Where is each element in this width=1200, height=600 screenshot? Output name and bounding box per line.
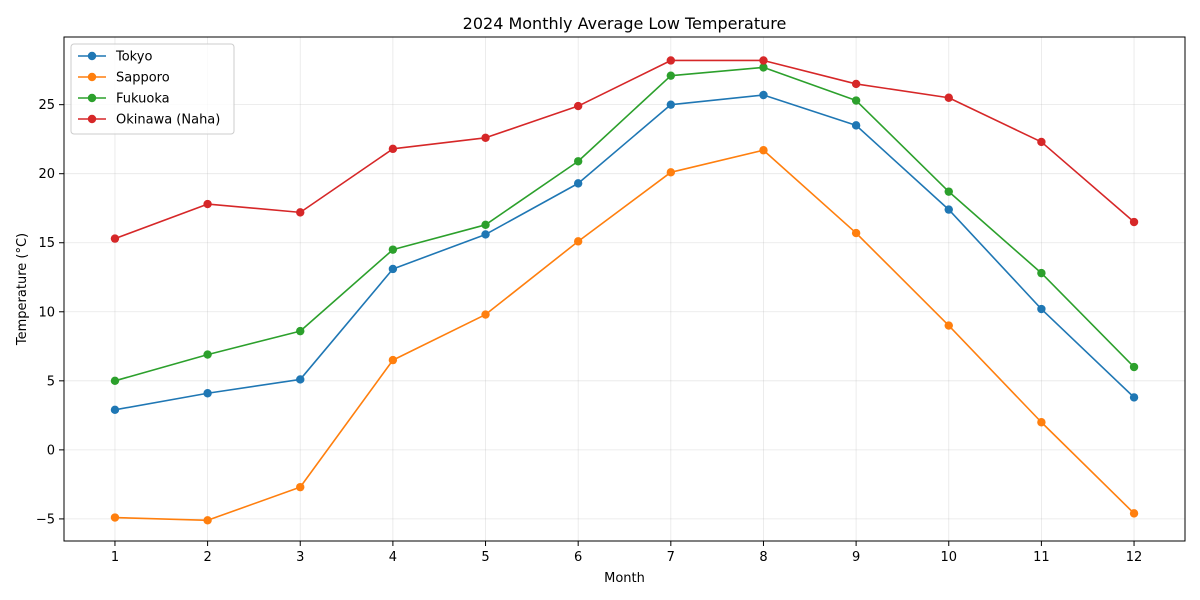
data-point bbox=[203, 389, 212, 398]
data-point bbox=[851, 79, 861, 89]
series-tokyo bbox=[110, 90, 1139, 415]
data-point bbox=[1129, 393, 1139, 402]
data-point bbox=[203, 350, 212, 359]
x-tick-label: 6 bbox=[574, 550, 582, 565]
x-tick-label: 12 bbox=[1126, 550, 1143, 565]
legend-item: Fukuoka bbox=[78, 92, 170, 107]
data-point bbox=[296, 375, 305, 384]
grid bbox=[64, 37, 1185, 541]
data-point bbox=[851, 121, 861, 130]
data-point bbox=[110, 376, 120, 386]
data-point bbox=[573, 179, 583, 188]
data-point bbox=[759, 90, 768, 100]
y-tick-label: 10 bbox=[38, 305, 55, 320]
data-point bbox=[944, 187, 953, 196]
series-line bbox=[114, 59, 1135, 240]
x-tick-label: 7 bbox=[667, 550, 675, 565]
legend-marker bbox=[87, 93, 97, 103]
y-tick-label: 20 bbox=[38, 167, 55, 182]
y-axis-label: Temperature (°C) bbox=[15, 233, 30, 346]
data-point bbox=[110, 405, 120, 415]
data-point bbox=[110, 234, 120, 243]
data-point bbox=[573, 157, 583, 166]
data-point bbox=[388, 355, 398, 365]
legend: Tokyo Sapporo Fukuoka Okinawa (Naha) bbox=[70, 43, 235, 135]
y-tick-label: 25 bbox=[38, 98, 55, 113]
data-point bbox=[666, 168, 676, 177]
data-point bbox=[481, 230, 490, 239]
data-point bbox=[481, 133, 490, 142]
data-point bbox=[1129, 217, 1139, 227]
x-tick-label: 8 bbox=[759, 550, 767, 565]
series-layer bbox=[110, 56, 1139, 525]
series-line bbox=[114, 66, 1135, 382]
x-tick-label: 4 bbox=[389, 550, 397, 565]
series-okinawa-naha bbox=[110, 56, 1139, 243]
x-tick-label: 11 bbox=[1033, 550, 1050, 565]
data-point bbox=[666, 100, 676, 109]
data-point bbox=[1037, 268, 1046, 278]
data-point bbox=[851, 228, 861, 238]
legend-label: Sapporo bbox=[116, 71, 170, 86]
data-point bbox=[481, 220, 490, 229]
x-tick-label: 10 bbox=[940, 550, 957, 565]
data-point bbox=[296, 326, 305, 336]
data-point bbox=[1037, 137, 1046, 147]
series-line bbox=[114, 94, 1135, 411]
data-point bbox=[481, 310, 490, 319]
y-tick-label: 5 bbox=[47, 374, 55, 389]
data-point bbox=[759, 56, 768, 65]
data-point bbox=[573, 101, 583, 111]
data-point bbox=[851, 96, 861, 105]
x-axis-label: Month bbox=[604, 571, 645, 586]
data-point bbox=[388, 144, 398, 154]
plot-frame bbox=[63, 36, 1186, 542]
legend-marker bbox=[87, 51, 97, 61]
data-point bbox=[573, 237, 583, 246]
chart-title: 2024 Monthly Average Low Temperature bbox=[463, 14, 787, 33]
legend-item: Sapporo bbox=[78, 71, 170, 86]
data-point bbox=[666, 56, 676, 65]
data-point bbox=[666, 71, 676, 80]
legend-marker bbox=[87, 114, 97, 124]
x-tick-label: 1 bbox=[111, 550, 119, 565]
x-tick-label: 2 bbox=[203, 550, 211, 565]
data-point bbox=[388, 264, 398, 274]
series-sapporo bbox=[110, 146, 1139, 525]
data-point bbox=[203, 199, 212, 209]
data-point bbox=[1129, 509, 1139, 518]
x-tick-label: 9 bbox=[852, 550, 860, 565]
data-point bbox=[944, 321, 953, 330]
data-point bbox=[1037, 418, 1046, 427]
data-point bbox=[296, 208, 305, 217]
x-tick-label: 3 bbox=[296, 550, 304, 565]
data-point bbox=[944, 93, 953, 102]
data-point bbox=[388, 245, 398, 254]
data-point bbox=[944, 205, 953, 214]
legend-label: Okinawa (Naha) bbox=[116, 113, 220, 128]
data-point bbox=[110, 513, 120, 522]
legend-marker bbox=[87, 72, 97, 82]
legend-item: Okinawa (Naha) bbox=[78, 113, 220, 128]
series-fukuoka bbox=[110, 63, 1139, 386]
y-tick-label: −5 bbox=[36, 512, 55, 527]
legend-item: Tokyo bbox=[78, 50, 152, 65]
legend-label: Tokyo bbox=[115, 50, 152, 65]
y-tick-label: 0 bbox=[47, 443, 55, 458]
series-line bbox=[114, 149, 1135, 522]
legend-label: Fukuoka bbox=[116, 92, 170, 107]
data-point bbox=[759, 63, 768, 72]
x-tick-label: 5 bbox=[481, 550, 489, 565]
y-tick-label: 15 bbox=[38, 236, 55, 251]
data-point bbox=[759, 146, 768, 155]
data-point bbox=[1129, 362, 1139, 372]
data-point bbox=[296, 482, 305, 492]
legend-box bbox=[70, 43, 235, 135]
data-point bbox=[1037, 304, 1046, 314]
data-point bbox=[203, 516, 212, 525]
